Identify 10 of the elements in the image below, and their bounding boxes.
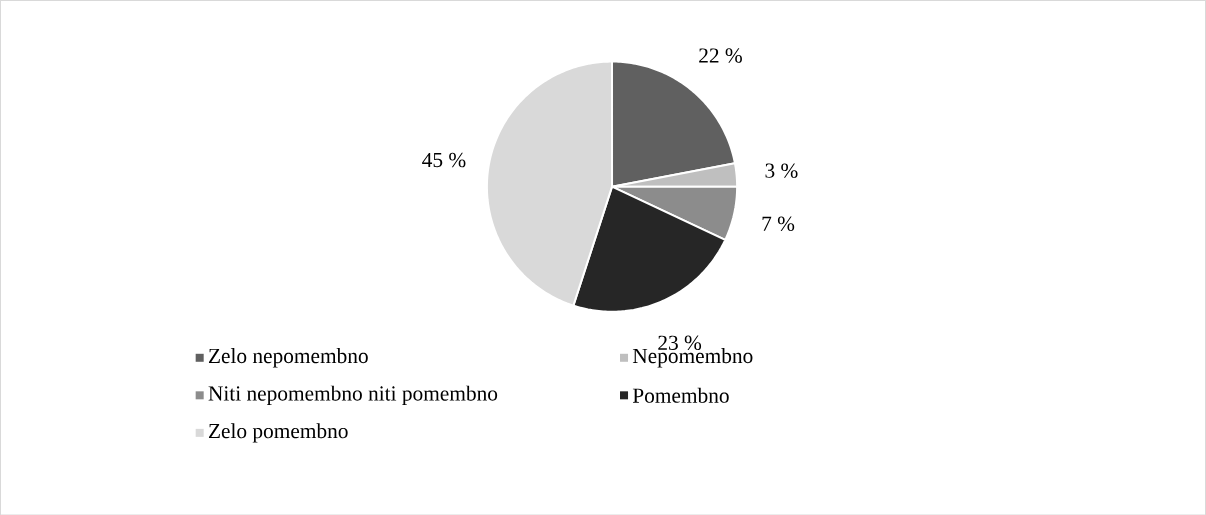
legend-label: Pomembno — [632, 387, 729, 403]
legend-label: Niti nepomembno niti pomembno — [208, 385, 498, 405]
data-label: 7 % — [762, 216, 795, 231]
data-label: 3 % — [765, 163, 798, 178]
data-label: 23 % — [658, 335, 702, 350]
legend-label: Zelo pomembno — [208, 422, 348, 443]
data-label: 45 % — [422, 152, 466, 168]
legend-label: Zelo nepomembno — [208, 347, 368, 368]
data-label: 22 % — [699, 48, 742, 63]
legend-label: Nepomembno — [632, 347, 753, 368]
